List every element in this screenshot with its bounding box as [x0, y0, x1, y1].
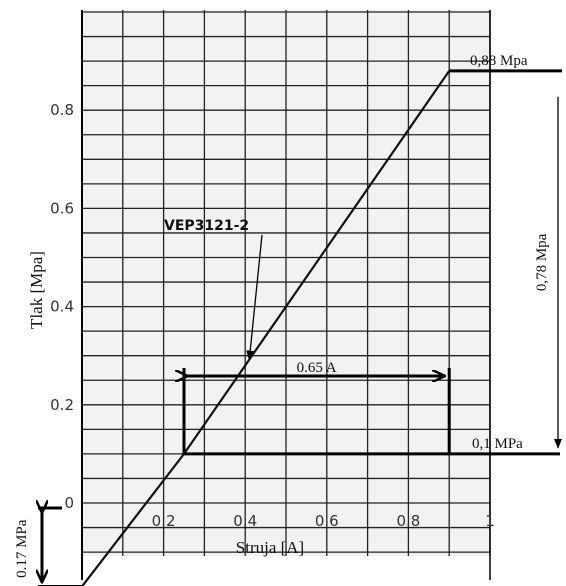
annotations: 0.65 A 0,1 MPa 0,88 Mpa 0,78 Mpa 0.17 MPa — [14, 53, 562, 586]
y-tick-label: 0.8 — [50, 101, 74, 119]
pressure-span-label: 0,78 Mpa — [534, 233, 550, 291]
x-tick-label: 1 — [485, 512, 495, 530]
x-tick-label: 0.4 — [233, 512, 257, 530]
max-pressure-label: 0,88 Mpa — [470, 53, 528, 69]
y-tick-label: 0.4 — [50, 298, 74, 316]
offset-label: 0.17 MPa — [14, 519, 30, 578]
x-tick-label: 0.2 — [152, 512, 176, 530]
y-tick-label: 0.2 — [50, 396, 74, 414]
y-axis-title: Tlak [Mpa] — [27, 251, 46, 329]
min-pressure-label: 0,1 MPa — [472, 436, 523, 452]
series-leader-arrow — [246, 234, 263, 361]
x-tick-label: 0.6 — [315, 512, 339, 530]
current-span-label: 0.65 A — [297, 360, 337, 376]
tick-labels: 0.2 0.4 0.6 0.8 1 0 0.2 0.4 0.6 0.8 — [50, 101, 495, 530]
series-label: VEP3121-2 — [164, 218, 249, 234]
y-tick-label: 0 — [64, 494, 74, 512]
x-tick-label: 0.8 — [396, 512, 420, 530]
y-tick-label: 0.6 — [50, 199, 74, 217]
x-axis-title: Struja [A] — [236, 538, 304, 557]
